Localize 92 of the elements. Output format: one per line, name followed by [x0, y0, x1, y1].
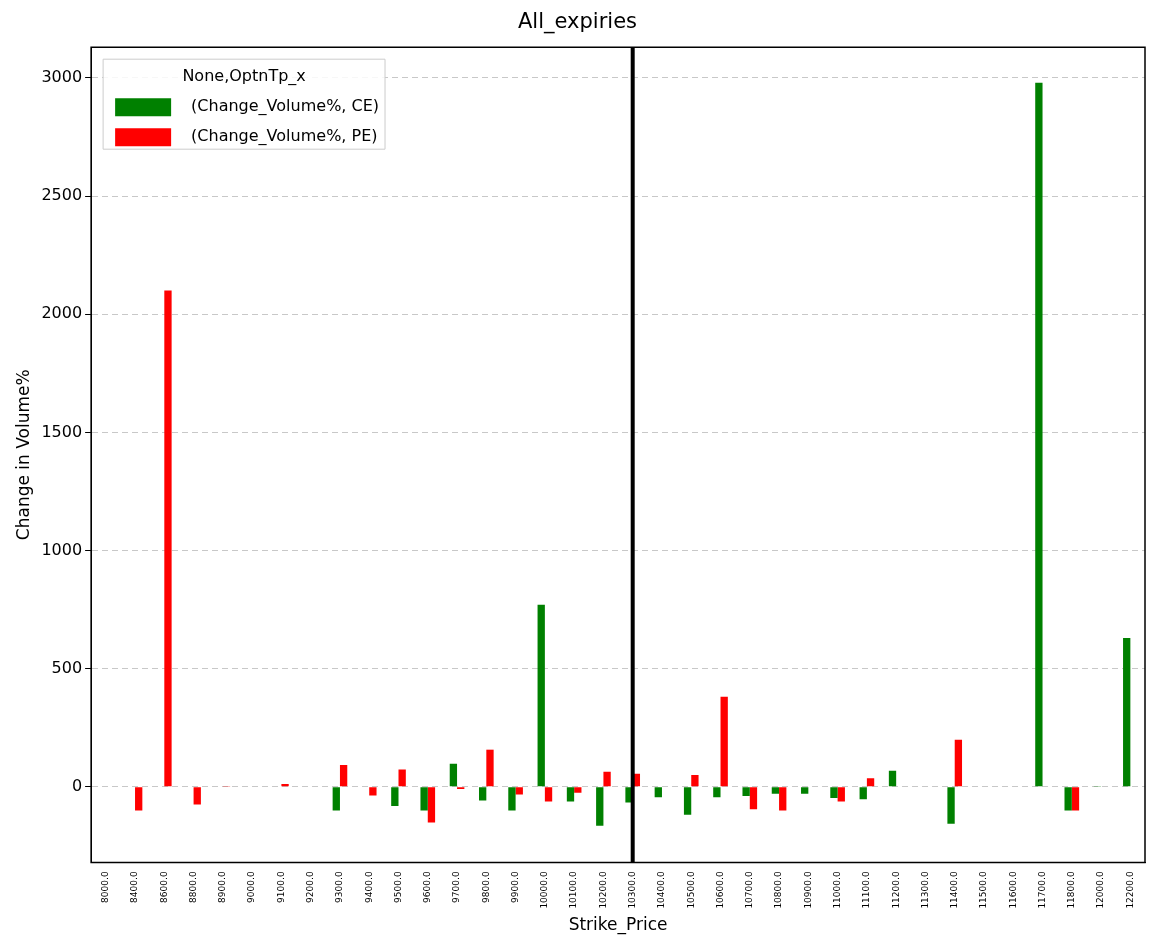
bar: [603, 771, 611, 787]
legend-title: None,OptnTp_x: [182, 66, 306, 87]
bar: [193, 787, 201, 805]
x-tick-label: 9200.0: [305, 871, 316, 903]
x-tick-label: 8400.0: [129, 871, 140, 903]
y-tick-label: 2000: [41, 303, 83, 323]
x-tick-label: 10200.0: [597, 871, 608, 909]
bar: [1071, 787, 1080, 811]
bar: [479, 787, 487, 801]
bar: [866, 778, 875, 787]
x-tick-label: 11300.0: [919, 871, 930, 909]
x-tick-label: 9400.0: [363, 871, 374, 903]
x-axis-title: Strike_Price: [568, 914, 668, 936]
bar: [596, 787, 604, 826]
y-tick-label: 0: [71, 775, 83, 795]
bar: [369, 787, 377, 796]
y-tick-label: 3000: [41, 67, 83, 87]
x-tick-label: 10900.0: [802, 871, 813, 909]
bar: [771, 787, 780, 794]
y-axis-title: Change in Volume%: [12, 369, 33, 541]
bar: [654, 787, 662, 798]
bar: [691, 774, 699, 787]
bar: [508, 787, 516, 811]
x-tick-label: 10300.0: [627, 871, 638, 909]
x-tick-label: 9300.0: [334, 871, 345, 903]
bar: [574, 787, 582, 793]
y-tick-label: 1000: [41, 539, 83, 559]
x-tick-label: 10400.0: [656, 871, 667, 909]
x-tick-label: 9000.0: [246, 871, 257, 903]
bar: [713, 787, 721, 798]
x-tick-label: 11600.0: [1007, 871, 1018, 909]
x-tick-label: 10100.0: [568, 871, 579, 909]
bar: [164, 290, 172, 787]
bar: [427, 787, 436, 823]
bar: [947, 787, 955, 824]
bar: [742, 787, 750, 796]
bar: [1035, 82, 1043, 787]
bar: [954, 739, 963, 787]
x-tick-label: 8900.0: [217, 871, 228, 903]
y-tick-label: 500: [51, 657, 83, 677]
x-tick-label: 10700.0: [744, 871, 755, 909]
x-tick-label: 10800.0: [773, 871, 784, 909]
x-tick-label: 10600.0: [714, 871, 725, 909]
bar: [1064, 787, 1072, 811]
x-tick-label: 10500.0: [685, 871, 696, 909]
bar: [544, 787, 553, 802]
x-tick-label: 11500.0: [978, 871, 989, 909]
x-tick-label: 12000.0: [1095, 871, 1106, 909]
bar: [537, 604, 545, 787]
bar: [888, 770, 897, 787]
x-tick-label: 8800.0: [187, 871, 198, 903]
x-tick-label: 9700.0: [451, 871, 462, 903]
x-tick-label: 11400.0: [949, 871, 960, 909]
legend-label: (Change_Volume%, CE): [191, 96, 380, 117]
bar: [749, 787, 758, 810]
bar: [515, 787, 523, 795]
x-tick-label: 11000.0: [831, 871, 842, 909]
legend-label: (Change_Volume%, PE): [191, 126, 378, 147]
bar: [398, 769, 406, 787]
x-tick-label: 9600.0: [422, 871, 433, 903]
bar: [420, 787, 428, 811]
x-tick-label: 11700.0: [1036, 871, 1047, 909]
bar: [1123, 637, 1131, 787]
x-tick-label: 8600.0: [158, 871, 169, 903]
bar: [779, 787, 787, 811]
bar: [830, 787, 838, 799]
x-tick-label: 11800.0: [1066, 871, 1077, 909]
bar: [801, 787, 809, 794]
x-tick-label: 10000.0: [539, 871, 550, 909]
y-tick-label: 2500: [41, 185, 83, 205]
bar: [837, 787, 845, 802]
bar: [859, 787, 867, 800]
bar: [332, 787, 340, 811]
x-tick-label: 12200.0: [1124, 871, 1135, 909]
bar: [449, 763, 458, 787]
bar: [683, 787, 692, 815]
bar: [720, 696, 728, 787]
x-tick-label: 9800.0: [480, 871, 491, 903]
chart-title: All_expiries: [517, 9, 638, 35]
bar: [566, 787, 575, 802]
bar: [135, 787, 143, 811]
x-tick-label: 11100.0: [861, 871, 872, 909]
bar: [391, 787, 399, 806]
x-tick-label: 11200.0: [890, 871, 901, 909]
x-tick-label: 9100.0: [275, 871, 286, 903]
x-tick-label: 9500.0: [392, 871, 403, 903]
x-tick-label: 8000.0: [100, 871, 111, 903]
y-tick-label: 1500: [41, 421, 83, 441]
x-tick-label: 9900.0: [509, 871, 520, 903]
bar: [486, 749, 494, 787]
bar: [281, 783, 289, 787]
bar: [339, 765, 348, 787]
